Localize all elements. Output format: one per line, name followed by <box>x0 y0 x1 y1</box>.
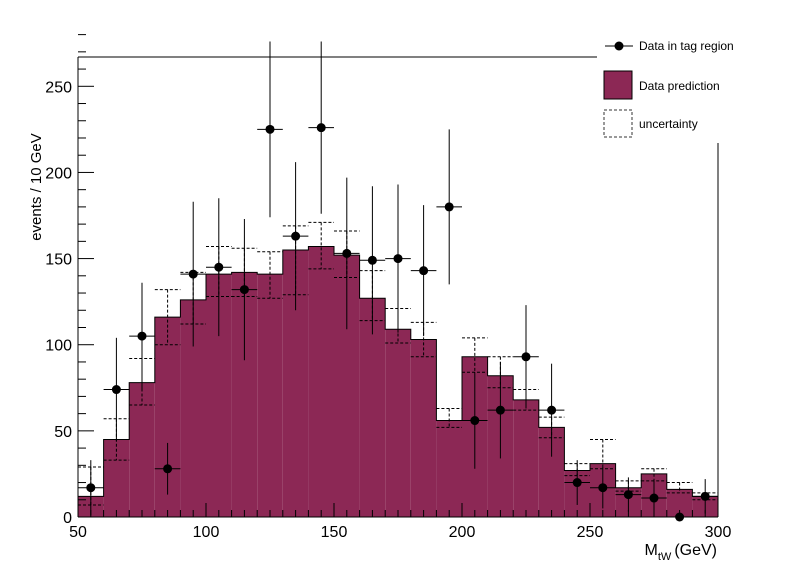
x-axis-label-sub: tW <box>658 551 672 563</box>
x-tick-label: 50 <box>69 524 87 541</box>
legend: Data in tag region Data prediction uncer… <box>603 39 734 138</box>
x-tick-label: 100 <box>193 524 220 541</box>
data-point <box>137 331 147 341</box>
data-point <box>265 124 275 134</box>
data-point <box>163 464 173 474</box>
data-point <box>572 478 582 488</box>
x-tick-label: 250 <box>577 524 604 541</box>
prediction-histogram <box>77 246 719 518</box>
data-point <box>598 483 608 493</box>
legend-entry-prediction: Data prediction <box>603 70 720 100</box>
data-point <box>495 405 505 415</box>
data-point <box>342 248 352 258</box>
data-point <box>316 123 326 133</box>
prediction-bar <box>129 382 155 517</box>
x-axis-label-unit: (GeV) <box>674 542 717 559</box>
prediction-bar <box>257 274 283 517</box>
prediction-bar <box>410 339 437 517</box>
legend-label-data: Data in tag region <box>639 39 734 53</box>
legend-label-prediction: Data prediction <box>639 79 720 93</box>
y-tick-label: 0 <box>63 510 72 527</box>
data-point <box>444 202 454 212</box>
legend-dashed-swatch <box>603 109 633 138</box>
data-point <box>419 266 429 276</box>
data-point <box>623 490 633 500</box>
x-tick-label: 200 <box>449 524 476 541</box>
prediction-bar <box>308 246 334 518</box>
data-point <box>649 493 659 503</box>
prediction-bar <box>436 420 462 517</box>
y-axis: 0 50 100 150 200 250 <box>45 34 94 527</box>
data-point <box>188 269 198 279</box>
x-axis-label-main: M <box>645 542 658 559</box>
y-tick-label: 100 <box>45 338 72 355</box>
x-tick-label: 150 <box>321 524 348 541</box>
data-points <box>78 41 718 522</box>
y-tick-label: 200 <box>45 165 72 182</box>
legend-label-uncertainty: uncertainty <box>639 117 698 131</box>
prediction-bar <box>513 399 539 517</box>
data-point <box>393 254 403 264</box>
data-point <box>214 262 224 272</box>
data-point <box>521 352 531 362</box>
data-point <box>700 491 710 501</box>
data-point <box>86 483 96 493</box>
plot-frame <box>78 56 719 517</box>
prediction-bar <box>103 439 130 517</box>
prediction-bar <box>385 329 411 517</box>
prediction-bar <box>359 298 386 517</box>
legend-fill-swatch <box>603 70 633 100</box>
legend-entry-uncertainty: uncertainty <box>603 109 698 138</box>
y-tick-label: 150 <box>45 252 72 269</box>
legend-entry-data: Data in tag region <box>605 39 734 53</box>
x-tick-label: 300 <box>705 524 732 541</box>
data-point <box>367 255 377 265</box>
y-axis-label: events / 10 GeV <box>28 133 45 241</box>
data-point <box>291 231 301 241</box>
x-axis: 50 100 150 200 250 300 <box>69 503 731 541</box>
data-point <box>547 405 557 415</box>
x-axis-label: MtW (GeV) <box>645 542 717 563</box>
data-point <box>111 385 121 395</box>
data-point <box>239 285 249 295</box>
y-tick-label: 250 <box>45 79 72 96</box>
legend-marker-dot <box>614 41 624 51</box>
data-point <box>470 416 480 426</box>
y-tick-label: 50 <box>54 424 72 441</box>
